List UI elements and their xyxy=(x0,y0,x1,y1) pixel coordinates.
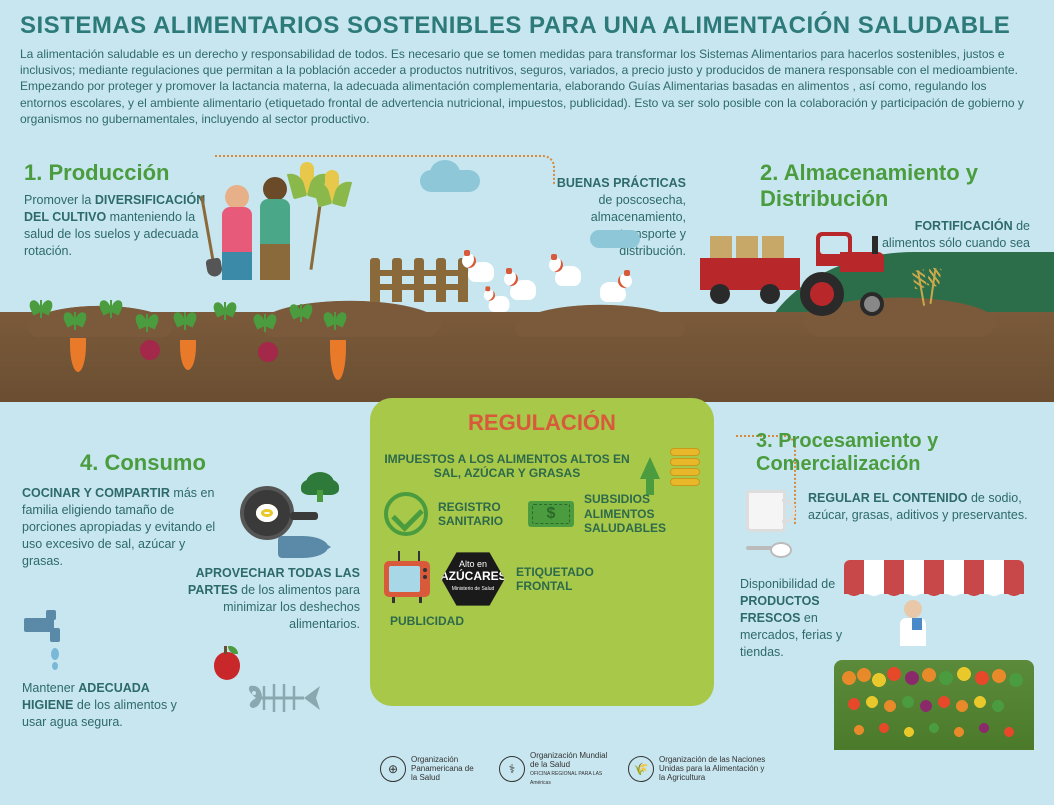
plant-icon xyxy=(40,300,42,318)
plant-icon xyxy=(300,304,302,322)
fao-emblem-icon: 🌾 xyxy=(628,756,654,782)
org-logos: ⊕ Organización Panamericana de la Salud … xyxy=(380,752,769,787)
market-stall-illustration xyxy=(844,560,1024,750)
vendor-icon xyxy=(904,600,926,646)
chicken-icon xyxy=(468,262,494,282)
section-1-title: 1. Producción xyxy=(24,160,214,186)
paho-label: Organización Panamericana de la Salud xyxy=(411,756,481,782)
section-3-title: 3. Procesamiento y Comercialización xyxy=(756,430,1036,476)
plant-icon xyxy=(334,312,336,330)
who-emblem-icon: ⚕ xyxy=(499,756,525,782)
paho-emblem-icon: ⊕ xyxy=(380,756,406,782)
text-bold: BUENAS PRÁCTICAS xyxy=(557,176,686,190)
spoon-icon xyxy=(746,542,792,560)
cargo-box xyxy=(762,236,784,258)
section-4-text-3: Mantener ADECUADA HIGIENE de los aliment… xyxy=(22,680,197,731)
farmer-2 xyxy=(263,177,290,280)
plant-icon xyxy=(110,300,112,318)
chicken-icon xyxy=(510,280,536,300)
soil-band xyxy=(0,312,1054,402)
text-bold: COCINAR Y COMPARTIR xyxy=(22,486,170,500)
who-sublabel: OFICINA REGIONAL PARA LAS Américas xyxy=(530,771,602,786)
corn-icon xyxy=(300,162,314,194)
fao-logo: 🌾 Organización de las Naciones Unidas pa… xyxy=(628,756,769,782)
tractor-wheel-small xyxy=(860,292,884,316)
reg-registry-label: REGISTRO SANITARIO xyxy=(438,500,518,529)
chicken-icon xyxy=(555,266,581,286)
regulation-box: REGULACIÓN IMPUESTOS A LOS ALIMENTOS ALT… xyxy=(370,398,714,706)
cloud-icon xyxy=(420,170,480,192)
section-4-consumo: 4. Consumo xyxy=(80,450,280,476)
frying-pan-icon xyxy=(240,486,294,540)
plant-icon xyxy=(184,312,186,330)
warning-hexagon-icon: Alto en AZÚCARES Ministerio de Salud xyxy=(440,550,506,608)
fao-label: Organización de las Naciones Unidas para… xyxy=(659,756,769,782)
text: de los alimentos para minimizar los desh… xyxy=(223,583,360,631)
checkmark-icon xyxy=(384,492,428,536)
tractor-wheel-big xyxy=(800,272,844,316)
section-1-produccion: 1. Producción Promover la DIVERSIFICACIÓ… xyxy=(24,160,214,260)
hex-text-main: AZÚCARES xyxy=(440,570,506,583)
section-1-text: Promover la DIVERSIFICACIÓN DEL CULTIVO … xyxy=(24,192,214,260)
faucet-icon xyxy=(22,610,72,660)
hex-text-sub: Ministerio de Salud xyxy=(440,587,506,593)
cargo-box xyxy=(736,236,758,258)
arrow-up-icon xyxy=(640,447,660,485)
broccoli-icon xyxy=(306,472,336,502)
paho-logo: ⊕ Organización Panamericana de la Salud xyxy=(380,756,481,782)
section-2-almacenamiento: 2. Almacenamiento y Distribución xyxy=(760,160,1030,212)
intro-paragraph: La alimentación saludable es un derecho … xyxy=(0,46,1054,137)
text: Promover la xyxy=(24,193,95,207)
beet-icon xyxy=(258,342,278,362)
text: Disponibilidad de xyxy=(740,577,835,591)
who-logo: ⚕ Organización Mundial de la Salud OFICI… xyxy=(499,752,610,787)
reg-front-label: ETIQUETADO FRONTAL xyxy=(516,565,616,594)
farmer-1 xyxy=(225,185,252,280)
tv-icon xyxy=(384,561,430,597)
section-2-title: 2. Almacenamiento y Distribución xyxy=(760,160,1030,212)
plant-icon xyxy=(264,314,266,332)
cloud-icon xyxy=(590,230,640,248)
section-3-procesamiento: 3. Procesamiento y Comercialización xyxy=(756,430,1036,476)
page-title: SISTEMAS ALIMENTARIOS SOSTENIBLES PARA U… xyxy=(0,0,1054,46)
section-4-title: 4. Consumo xyxy=(80,450,280,476)
text: Mantener xyxy=(22,681,78,695)
plant-icon xyxy=(74,312,76,330)
text-bold: REGULAR EL CONTENIDO xyxy=(808,491,968,505)
regulation-title: REGULACIÓN xyxy=(384,410,700,436)
coins-icon xyxy=(670,446,700,486)
chicken-icon xyxy=(600,282,626,302)
beet-icon xyxy=(140,340,160,360)
apple-icon xyxy=(214,652,240,680)
section-3-text-1: REGULAR EL CONTENIDO de sodio, azúcar, g… xyxy=(808,490,1033,524)
hex-text-top: Alto en xyxy=(459,559,487,569)
reg-subsidies-label: SUBSIDIOS ALIMENTOS SALUDABLES xyxy=(584,492,674,535)
who-label: Organización Mundial de la Salud xyxy=(530,751,607,769)
section-3-text-2: Disponibilidad de PRODUCTOS FRESCOS en m… xyxy=(740,576,860,660)
measuring-jug-icon xyxy=(746,490,786,532)
text-bold: FORTIFICACIÓN xyxy=(915,219,1013,233)
cargo-box xyxy=(710,236,732,258)
fishbone-icon xyxy=(248,678,328,723)
reg-taxes-label: IMPUESTOS A LOS ALIMENTOS ALTOS EN SAL, … xyxy=(384,452,630,481)
plant-icon xyxy=(224,302,226,320)
fence-illustration xyxy=(370,258,468,302)
money-icon: $ xyxy=(528,501,574,527)
reg-advertising-label: PUBLICIDAD xyxy=(390,614,464,628)
plant-icon xyxy=(146,314,148,332)
corn-icon xyxy=(325,170,339,202)
fish-icon xyxy=(278,536,328,558)
section-4-text-2: APROVECHAR TODAS LAS PARTES de los alime… xyxy=(180,565,360,633)
section-4-text-1: COCINAR Y COMPARTIR más en familia eligi… xyxy=(22,485,222,569)
trailer xyxy=(700,258,800,290)
chicken-icon xyxy=(489,296,510,312)
